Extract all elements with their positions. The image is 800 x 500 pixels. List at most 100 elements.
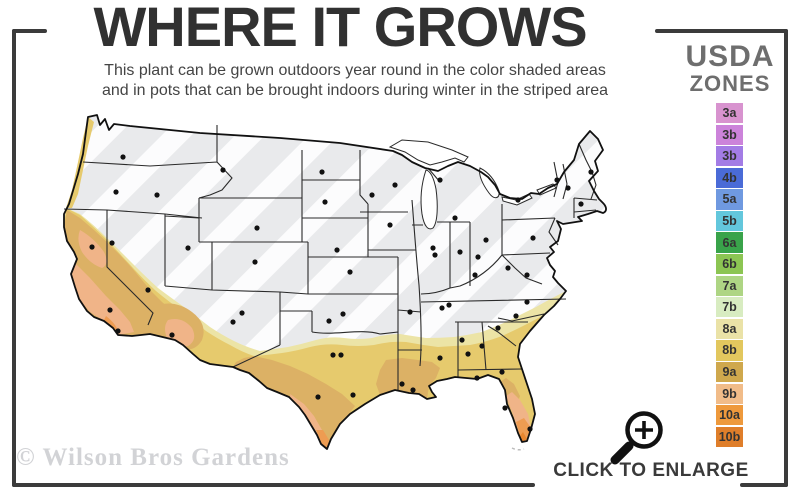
- us-map-svg: [63, 114, 607, 451]
- page-title: WHERE IT GROWS: [93, 0, 587, 58]
- zone-swatch-3b-1: 3b: [716, 124, 743, 145]
- city-dot: [322, 199, 328, 205]
- zone-swatch-5a-4: 5a: [716, 189, 743, 210]
- city-dot: [472, 272, 478, 278]
- zone-swatch-6a-6: 6a: [716, 232, 743, 253]
- city-dot: [457, 249, 463, 255]
- city-dot: [578, 201, 584, 207]
- city-dot: [340, 311, 346, 317]
- city-dot: [392, 182, 398, 188]
- city-dot: [254, 225, 260, 231]
- frame-left-segment: [12, 29, 16, 487]
- city-dot: [89, 244, 95, 250]
- city-dot: [437, 177, 443, 183]
- magnifier-plus-icon[interactable]: [607, 404, 695, 470]
- city-dot: [524, 299, 530, 305]
- subtitle-line-1: This plant can be grown outdoors year ro…: [104, 62, 606, 79]
- frame-bottom-right-segment: [740, 483, 788, 487]
- city-dot: [495, 325, 501, 331]
- zone-swatch-5b-5: 5b: [716, 210, 743, 232]
- city-dot: [524, 272, 530, 278]
- city-dot: [475, 254, 481, 260]
- city-dot: [474, 375, 480, 381]
- city-dot: [113, 189, 119, 195]
- city-dot: [220, 167, 226, 173]
- city-dot: [350, 392, 356, 398]
- city-dot: [452, 215, 458, 221]
- legend-title-usda: USDA: [685, 40, 775, 73]
- city-dot: [169, 332, 175, 338]
- zone-swatch-9a-12: 9a: [716, 361, 743, 383]
- city-dot: [319, 169, 325, 175]
- city-dot: [154, 192, 160, 198]
- watermark: © Wilson Bros Gardens: [16, 444, 290, 471]
- city-dot: [230, 319, 236, 325]
- city-dot: [399, 381, 405, 387]
- city-dot: [315, 394, 321, 400]
- city-dot: [483, 237, 489, 243]
- city-dot: [439, 305, 445, 311]
- city-dot: [465, 351, 471, 357]
- city-dot: [430, 245, 436, 251]
- city-dot: [120, 154, 126, 160]
- city-dot: [107, 307, 113, 313]
- city-dots: [89, 154, 594, 432]
- zone-swatch-3b-2: 3b: [716, 146, 743, 167]
- city-dot: [115, 328, 121, 334]
- usda-zone-legend: 3a 3b 3b 4b 5a 5b 6a 6b 7a 7b 8a 8b 9a 9b 10a 10b: [716, 103, 743, 448]
- city-dot: [499, 369, 505, 375]
- us-hardiness-map: [50, 100, 670, 460]
- city-dot: [338, 352, 344, 358]
- city-dot: [326, 318, 332, 324]
- page-subtitle: This plant can be grown outdoors year ro…: [25, 61, 685, 101]
- frame-bottom-left-segment: [12, 483, 535, 487]
- florida-keys: [511, 447, 525, 451]
- city-dot: [437, 355, 443, 361]
- city-dot: [369, 192, 375, 198]
- frame-right-segment: [784, 29, 788, 487]
- us-outline: [63, 114, 607, 450]
- zone-swatch-7b-9: 7b: [716, 297, 743, 318]
- city-dot: [330, 352, 336, 358]
- city-dot: [502, 405, 508, 411]
- city-dot: [347, 269, 353, 275]
- zone-swatch-8a-10: 8a: [716, 318, 743, 339]
- zone-swatch-10b-15: 10b: [716, 426, 743, 447]
- zone-swatch-7a-8: 7a: [716, 275, 743, 296]
- lake-michigan: [420, 169, 438, 230]
- legend-title: USDA ZONES: [682, 42, 778, 96]
- city-dot: [505, 265, 511, 271]
- great-lakes: [388, 139, 557, 230]
- zone-swatch-9b-13: 9b: [716, 383, 743, 404]
- city-dot: [554, 177, 560, 183]
- city-dot: [527, 426, 533, 432]
- city-dot: [252, 259, 258, 265]
- city-dot: [446, 302, 452, 308]
- zone-swatch-10a-14: 10a: [716, 405, 743, 426]
- frame-top-left-segment: [12, 29, 47, 33]
- city-dot: [515, 197, 521, 203]
- zone-swatch-3a-0: 3a: [716, 103, 743, 124]
- city-dot: [145, 287, 151, 293]
- city-dot: [513, 313, 519, 319]
- city-dot: [387, 222, 393, 228]
- frame-top-right-segment: [655, 29, 788, 33]
- city-dot: [459, 337, 465, 343]
- zone-swatch-4b-3: 4b: [716, 167, 743, 188]
- city-dot: [407, 309, 413, 315]
- zone-swatch-8b-11: 8b: [716, 340, 743, 361]
- city-dot: [432, 252, 438, 258]
- city-dot: [334, 247, 340, 253]
- city-dot: [410, 387, 416, 393]
- legend-title-zones: ZONES: [689, 71, 771, 96]
- city-dot: [109, 240, 115, 246]
- lake-superior: [388, 139, 469, 166]
- city-dot: [530, 235, 536, 241]
- enlarge-label[interactable]: CLICK TO ENLARGE: [553, 460, 749, 481]
- subtitle-line-2: and in pots that can be brought indoors …: [101, 82, 609, 99]
- city-dot: [479, 343, 485, 349]
- city-dot: [239, 310, 245, 316]
- city-dot: [565, 185, 571, 191]
- city-dot: [185, 245, 191, 251]
